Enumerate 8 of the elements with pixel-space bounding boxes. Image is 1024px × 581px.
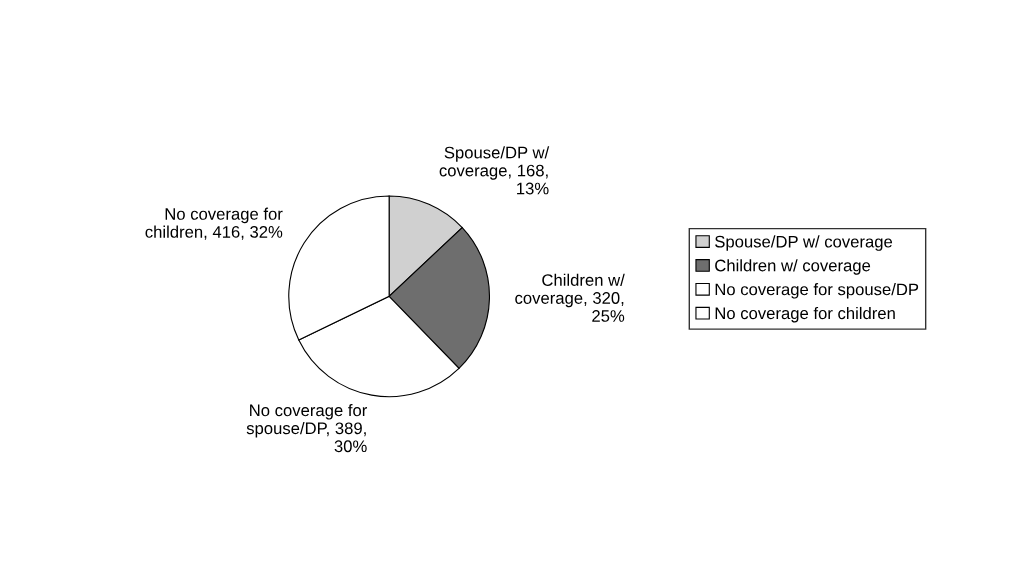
data-label: Spouse/DP w/ coverage, 168, 13% (439, 146, 550, 195)
legend-label: Spouse/DP w/ coverage (715, 235, 893, 251)
data-label: No coverage for children, 416, 32% (145, 207, 283, 240)
legend-label: No coverage for spouse/DP (715, 283, 919, 299)
legend-label: No coverage for children (715, 306, 895, 323)
data-label: Children w/ coverage, 320, 25% (515, 273, 625, 322)
legend-label: Children w/ coverage (715, 259, 871, 275)
data-label: No coverage for spouse/DP, 389, 30% (246, 404, 368, 453)
